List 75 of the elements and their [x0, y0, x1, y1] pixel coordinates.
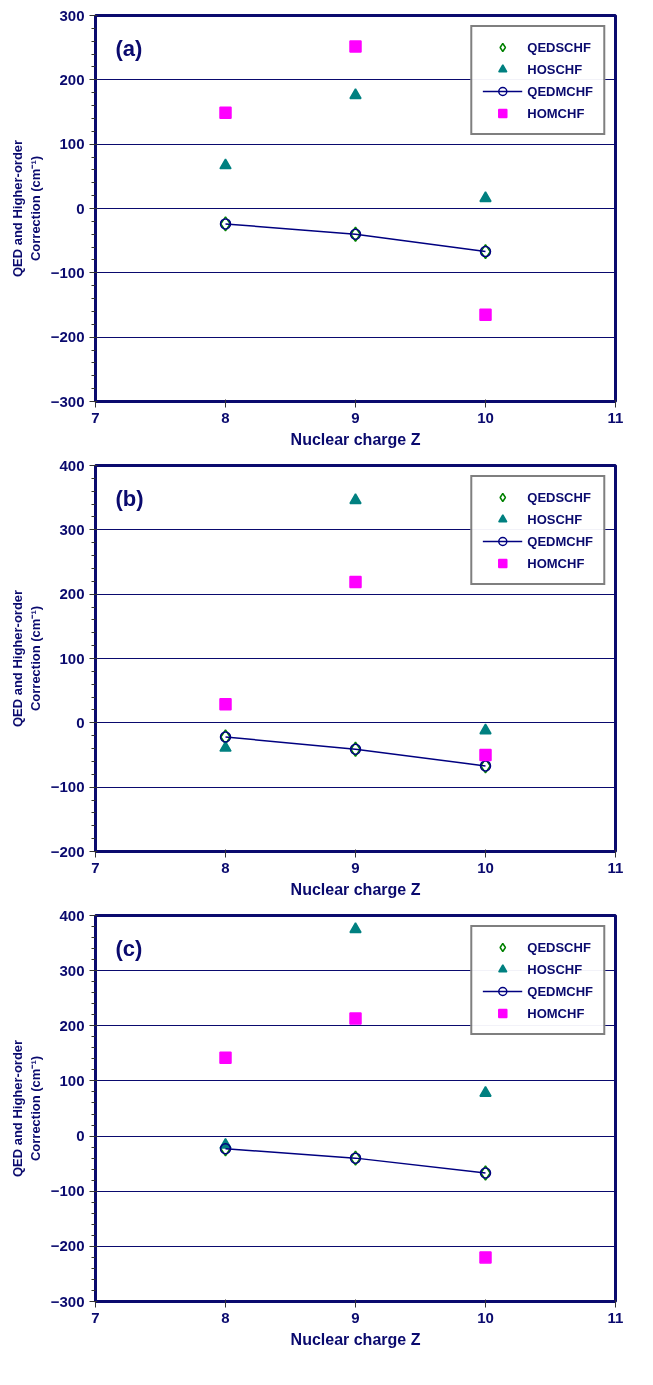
point — [219, 740, 232, 752]
annotation: (c) — [115, 935, 143, 961]
x-axis-title: Nuclear charge Z — [290, 430, 421, 448]
point — [479, 723, 492, 735]
legend-label: QEDMCHF — [527, 533, 593, 549]
y-tick-label: 200 — [59, 70, 85, 88]
y-tick-label: 300 — [59, 6, 85, 24]
point — [349, 1012, 362, 1025]
y-tick-label: 200 — [59, 585, 85, 603]
y-tick-label: −200 — [50, 842, 85, 860]
x-tick-label: 10 — [477, 858, 494, 876]
x-tick-label: 7 — [91, 408, 100, 426]
x-tick-label: 9 — [351, 858, 360, 876]
y-tick-label: 0 — [76, 1127, 85, 1145]
annotation: (a) — [115, 35, 143, 61]
y-tick-label: 100 — [59, 649, 85, 667]
annotation: (b) — [115, 485, 144, 511]
x-tick-label: 11 — [607, 1308, 624, 1326]
x-tick-label: 8 — [221, 1308, 230, 1326]
x-tick-label: 7 — [91, 858, 100, 876]
x-axis-title: Nuclear charge Z — [290, 1330, 421, 1348]
y-tick-label: 100 — [59, 135, 85, 153]
legend-label: QEDMCHF — [527, 983, 593, 999]
x-axis-title: Nuclear charge Z — [290, 880, 421, 898]
point — [349, 88, 362, 100]
legend-label: HOMCHF — [527, 555, 585, 571]
point — [479, 308, 492, 321]
point — [479, 1251, 492, 1264]
x-tick-label: 8 — [221, 408, 230, 426]
point — [349, 575, 362, 589]
point — [349, 922, 362, 934]
y-tick-label: −300 — [50, 392, 85, 410]
legend-label: QEDSCHF — [527, 39, 591, 55]
point — [219, 1051, 232, 1065]
y-axis-title: QED and Higher-order Correction (cm⁻¹) — [9, 139, 43, 278]
point — [219, 158, 232, 170]
point — [349, 40, 362, 53]
legend-label: QEDSCHF — [527, 489, 591, 505]
y-tick-label: −200 — [50, 328, 85, 346]
x-tick-label: 9 — [351, 1308, 360, 1326]
y-tick-label: 400 — [59, 456, 85, 474]
x-tick-label: 8 — [221, 858, 230, 876]
y-tick-label: −300 — [50, 1292, 85, 1310]
legend-label: HOSCHF — [527, 61, 583, 77]
point — [479, 1085, 492, 1097]
y-tick-label: 300 — [59, 961, 85, 979]
y-tick-label: 300 — [59, 520, 85, 538]
y-tick-label: 0 — [76, 713, 85, 731]
y-tick-label: 200 — [59, 1016, 85, 1034]
x-tick-label: 10 — [477, 408, 494, 426]
legend-label: HOSCHF — [527, 961, 583, 977]
point — [219, 106, 232, 119]
y-tick-label: 100 — [59, 1071, 85, 1089]
x-tick-label: 11 — [607, 408, 624, 426]
y-tick-label: −100 — [50, 778, 85, 796]
x-tick-label: 9 — [351, 408, 360, 426]
legend-label: QEDMCHF — [527, 83, 593, 99]
point — [479, 191, 492, 203]
y-tick-label: −100 — [50, 263, 85, 281]
y-axis-title: QED and Higher-order Correction (cm⁻¹) — [9, 1039, 43, 1178]
legend-label: HOMCHF — [527, 1005, 585, 1021]
y-axis-title: QED and Higher-order Correction (cm⁻¹) — [9, 589, 43, 728]
point — [219, 697, 232, 711]
y-tick-label: −100 — [50, 1182, 85, 1200]
y-tick-label: −200 — [50, 1237, 85, 1255]
y-tick-label: 0 — [76, 199, 85, 217]
legend-label: HOSCHF — [527, 511, 583, 527]
x-tick-label: 7 — [91, 1308, 100, 1326]
point — [349, 493, 362, 505]
point — [479, 748, 492, 762]
legend-label: QEDSCHF — [527, 939, 591, 955]
x-tick-label: 11 — [607, 858, 624, 876]
x-tick-label: 10 — [477, 1308, 494, 1326]
y-tick-label: 400 — [59, 906, 85, 924]
legend-label: HOMCHF — [527, 105, 585, 121]
